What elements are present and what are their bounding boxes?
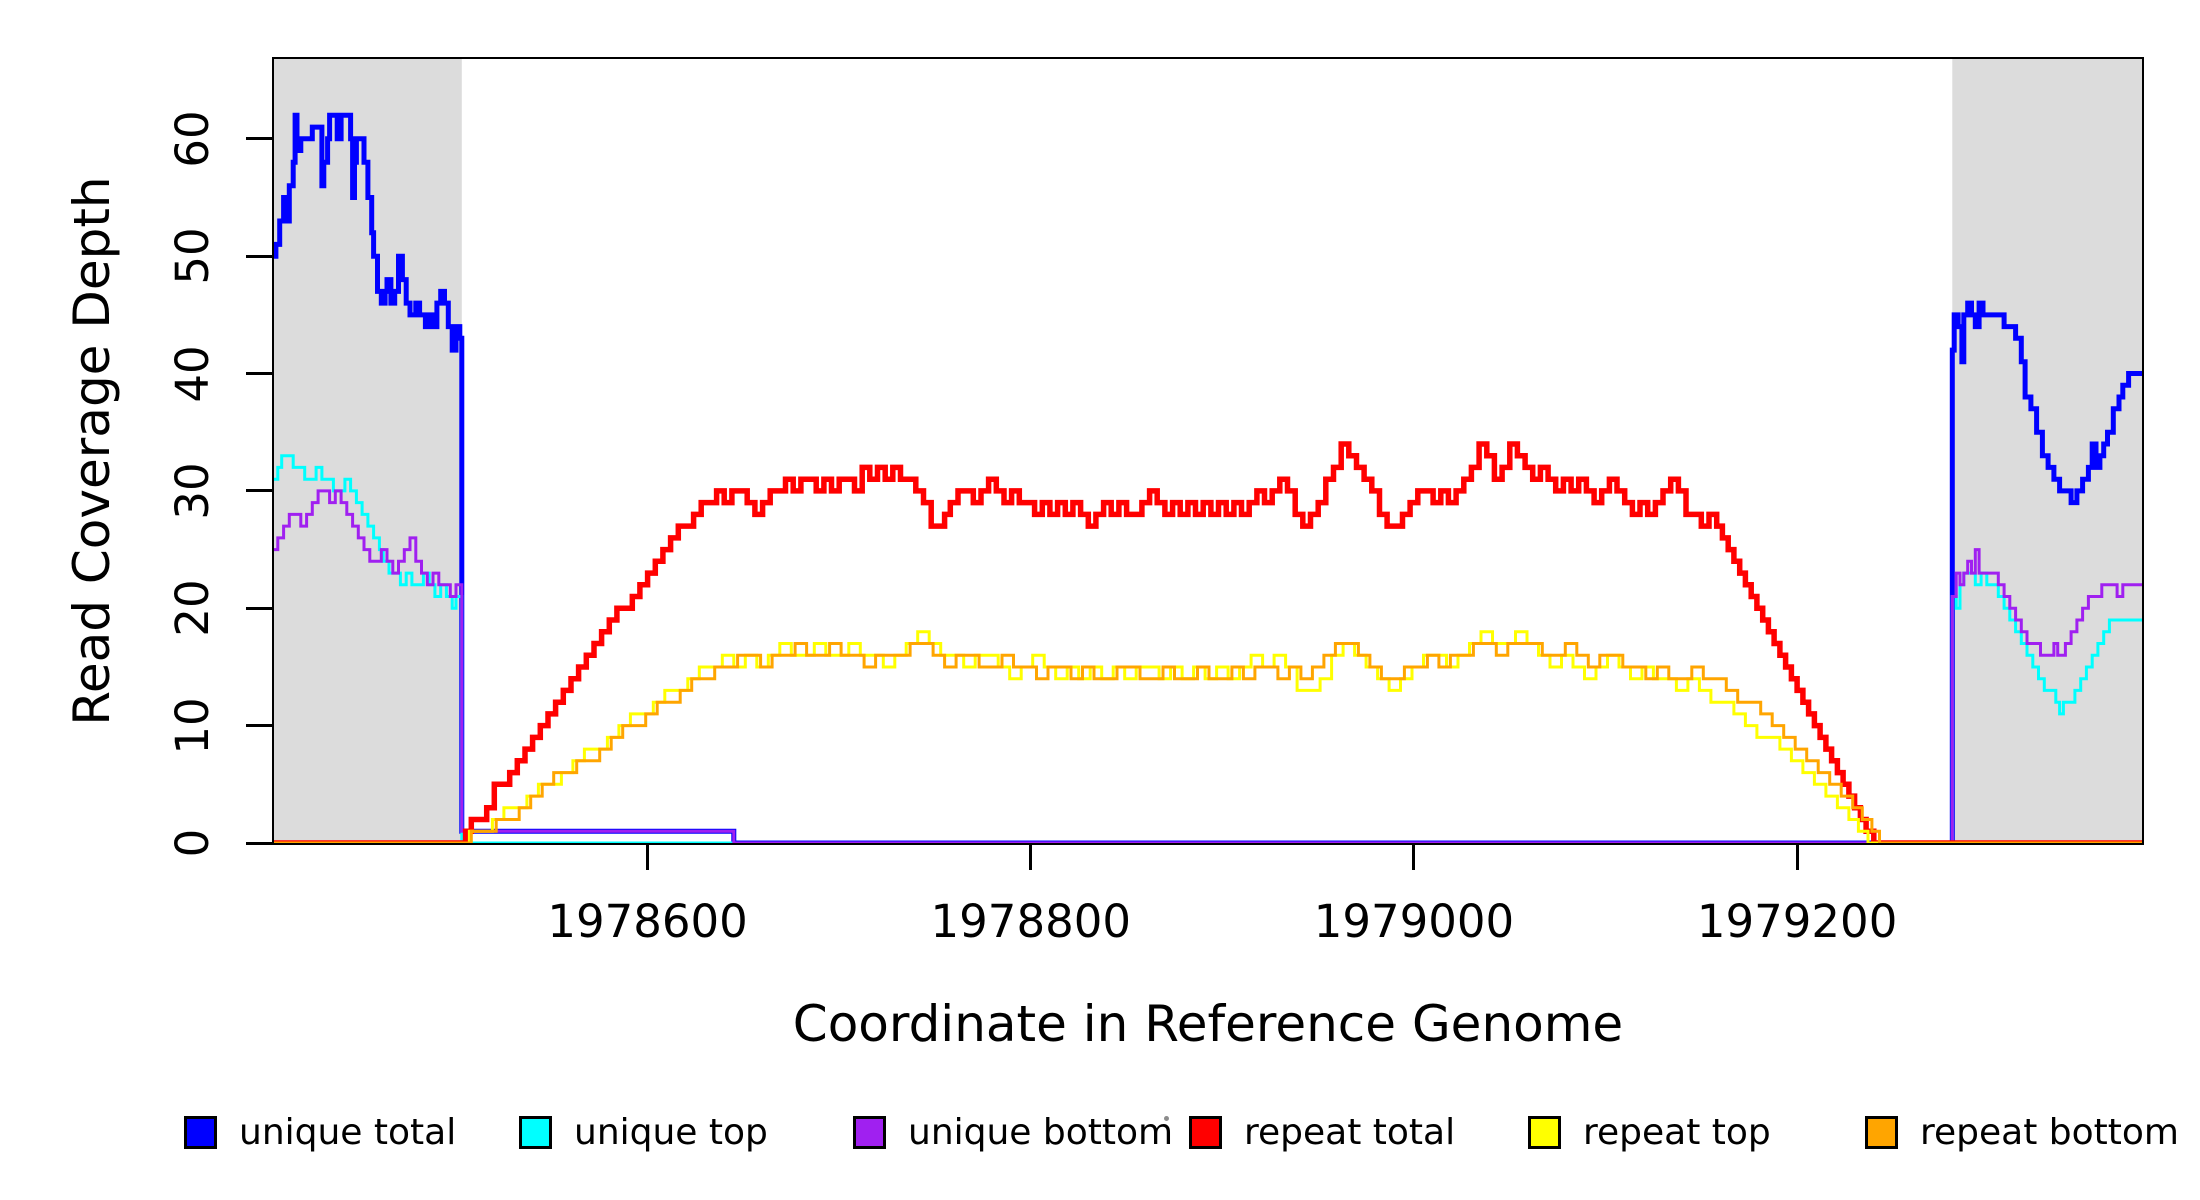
y-tick-label: 10 [165, 697, 219, 755]
y-tick-label: 50 [165, 227, 219, 285]
x-tick-label: 1978600 [547, 895, 748, 948]
legend-label: unique total [239, 1112, 457, 1153]
unique-bottom-swatch-icon [853, 1116, 886, 1149]
y-tick-label: 40 [165, 344, 219, 403]
legend-label: repeat top [1583, 1112, 1771, 1153]
series-line-unique-bottom [274, 489, 2142, 843]
x-tick-mark [1412, 845, 1416, 870]
x-tick-mark [646, 845, 650, 870]
y-tick-mark [246, 254, 272, 258]
legend-item-unique-bottom: unique bottom [853, 1112, 1173, 1153]
x-tick-mark [1795, 845, 1799, 870]
y-tick-label: 0 [165, 828, 219, 858]
legend-item-repeat-top: repeat top [1528, 1112, 1771, 1153]
x-tick-mark [1029, 845, 1033, 870]
legend-label: unique top [574, 1112, 768, 1153]
legend-item-repeat-total: repeat total [1189, 1112, 1455, 1153]
masked-region [1952, 59, 2142, 843]
y-tick-mark [246, 724, 272, 728]
x-tick-label: 1979000 [1313, 895, 1515, 948]
y-tick-mark [246, 841, 272, 845]
y-tick-mark [246, 489, 272, 493]
series-line-repeat-bottom [274, 642, 2142, 843]
legend-item-repeat-bottom: repeat bottom [1865, 1112, 2179, 1153]
coverage-chart-canvas [274, 59, 2142, 843]
repeat-total-swatch-icon [1189, 1116, 1222, 1149]
y-tick-label: 20 [165, 579, 219, 637]
x-tick-label: 1978800 [930, 895, 1131, 948]
y-tick-mark [246, 606, 272, 610]
unique-top-swatch-icon [519, 1116, 552, 1149]
y-tick-mark [246, 137, 272, 141]
series-line-repeat-total [274, 441, 2142, 843]
x-axis-title: Coordinate in Reference Genome [792, 995, 1624, 1053]
legend-label: repeat bottom [1920, 1112, 2179, 1153]
x-tick-label: 1979200 [1696, 895, 1898, 948]
y-tick-label: 60 [165, 110, 219, 168]
stray-dot [1164, 1116, 1169, 1121]
legend-label: unique bottom [908, 1112, 1174, 1153]
y-axis-title: Read Coverage Depth [63, 176, 121, 726]
y-tick-label: 30 [165, 462, 219, 520]
legend-item-unique-total: unique total [184, 1112, 456, 1153]
unique-total-swatch-icon [184, 1116, 217, 1149]
legend-item-unique-top: unique top [519, 1112, 768, 1153]
plot-area [272, 57, 2144, 845]
repeat-bottom-swatch-icon [1865, 1116, 1898, 1149]
repeat-top-swatch-icon [1528, 1116, 1561, 1149]
legend-label: repeat total [1244, 1112, 1456, 1153]
series-line-unique-total [274, 112, 2142, 843]
y-tick-mark [246, 372, 272, 376]
